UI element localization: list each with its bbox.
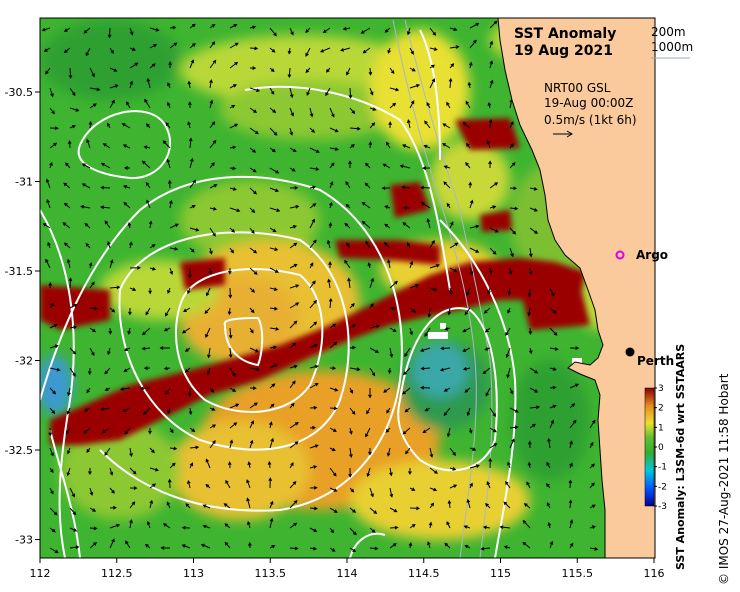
lat-tick-label: -31 [15, 176, 33, 189]
lon-tick-label: 115.5 [562, 567, 594, 580]
argo-label: Argo [636, 248, 668, 262]
product-label: NRT00 GSL [544, 81, 611, 95]
sla-contours [40, 29, 517, 558]
lat-tick-label: -30.5 [5, 86, 33, 99]
depth-legend-1000: 1000m [651, 40, 693, 54]
scale-label: 0.5m/s (1kt 6h) [544, 113, 637, 127]
lon-tick-label: 113 [183, 567, 204, 580]
time-label: 19-Aug 00:00Z [544, 96, 633, 110]
latitude-axis: -30.5 -31 -31.5 -32 -32.5 -33 [5, 86, 40, 547]
argo-marker-icon [615, 250, 625, 260]
land-mass [497, 18, 655, 558]
lat-tick-label: -32.5 [5, 444, 33, 457]
bathymetry-contours [392, 19, 493, 558]
depth-legend-200: 200m [651, 25, 686, 39]
perth-marker-icon [625, 347, 635, 357]
colorbar-tick-label: -2 [658, 482, 667, 492]
longitude-axis: 112 112.5 113 113.5 114 114.5 115 115.5 116 [30, 558, 665, 580]
perth-label: Perth [637, 354, 674, 368]
lon-tick-label: 114 [337, 567, 358, 580]
lat-tick-label: -32 [15, 355, 33, 368]
lat-tick-label: -31.5 [5, 265, 33, 278]
current-arrow-paths [41, 20, 599, 554]
lon-tick-label: 115 [490, 567, 511, 580]
map-title: SST Anomaly [514, 26, 616, 42]
colorbar-tick-label: 1 [658, 423, 664, 433]
colorbar-tick-label: -3 [658, 502, 667, 512]
colorbar-label: SST Anomaly: L3SM-6d wrt SSTAARS [674, 344, 687, 570]
lon-tick-label: 116 [644, 567, 665, 580]
colorbar-tick-label: -1 [658, 463, 667, 473]
lon-tick-label: 112.5 [101, 567, 133, 580]
colorbar-tick-label: 3 [658, 384, 664, 394]
colorbar-tick-label: 0 [658, 443, 664, 453]
colorbar: 3 2 1 0 -1 -2 -3 [644, 384, 667, 512]
map-date: 19 Aug 2021 [514, 43, 613, 59]
sst-field [40, 18, 655, 558]
lon-tick-label: 112 [30, 567, 51, 580]
scale-arrow-icon [553, 130, 573, 138]
current-vectors [41, 20, 599, 554]
credit-text: © IMOS 27-Aug-2021 11:58 Hobart [717, 373, 731, 585]
colorbar-tick-label: 2 [658, 404, 664, 414]
lat-tick-label: -33 [15, 534, 33, 547]
lon-tick-label: 114.5 [408, 567, 440, 580]
lon-tick-label: 113.5 [255, 567, 287, 580]
